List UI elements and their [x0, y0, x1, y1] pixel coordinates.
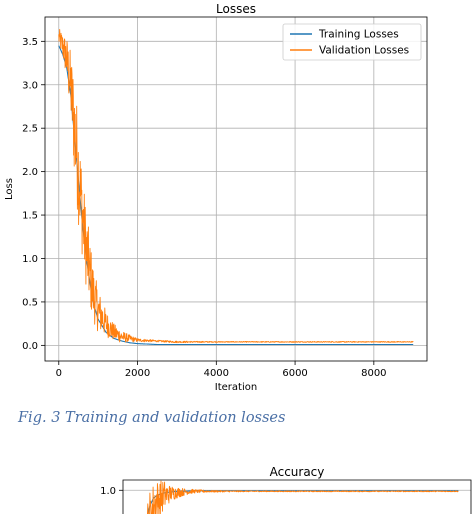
y-tick-label: 0.0 — [22, 341, 38, 352]
losses-y-axis-label: Loss — [4, 178, 15, 200]
accuracy-ticks: 1.0 — [100, 486, 123, 497]
y-tick-label: 3.5 — [22, 37, 38, 48]
series-line-validation — [58, 28, 414, 344]
accuracy-chart: Accuracy 1.0 — [100, 465, 472, 514]
series-line-training — [58, 45, 414, 346]
y-tick-label: 1.0 — [100, 486, 116, 497]
y-tick-label: 1.5 — [22, 211, 38, 222]
y-tick-label: 2.5 — [22, 124, 38, 135]
losses-chart: Losses 0 2000 4000 6000 8000 0.0 0.5 1.0 1.5 2.0 2… — [4, 2, 428, 393]
series-line-validation — [147, 480, 459, 514]
y-tick-label: 1.0 — [22, 254, 38, 265]
x-tick-label: 0 — [56, 368, 62, 379]
accuracy-title: Accuracy — [270, 465, 325, 479]
losses-gridlines — [45, 17, 427, 361]
x-tick-label: 8000 — [361, 368, 386, 379]
losses-legend: Training Losses Validation Losses — [282, 23, 422, 61]
x-tick-label: 4000 — [204, 368, 229, 379]
losses-series — [58, 28, 414, 346]
legend-box — [282, 23, 422, 61]
x-tick-label: 6000 — [282, 368, 307, 379]
y-tick-label: 2.0 — [22, 167, 38, 178]
losses-plot-frame — [44, 16, 428, 362]
legend-label-validation: Validation Losses — [319, 45, 409, 57]
losses-title: Losses — [216, 2, 256, 16]
figure-caption: Fig. 3 Training and validation losses — [18, 410, 286, 426]
losses-ticks: 0 2000 4000 6000 8000 0.0 0.5 1.0 1.5 2.0 2.5 3.0 3.… — [22, 37, 386, 379]
x-tick-label: 2000 — [125, 368, 150, 379]
losses-x-axis-label: Iteration — [215, 382, 257, 393]
y-tick-label: 0.5 — [22, 297, 38, 308]
y-tick-label: 3.0 — [22, 80, 38, 91]
legend-label-training: Training Losses — [318, 29, 399, 41]
accuracy-plot-frame — [122, 479, 472, 514]
accuracy-series — [147, 480, 459, 514]
